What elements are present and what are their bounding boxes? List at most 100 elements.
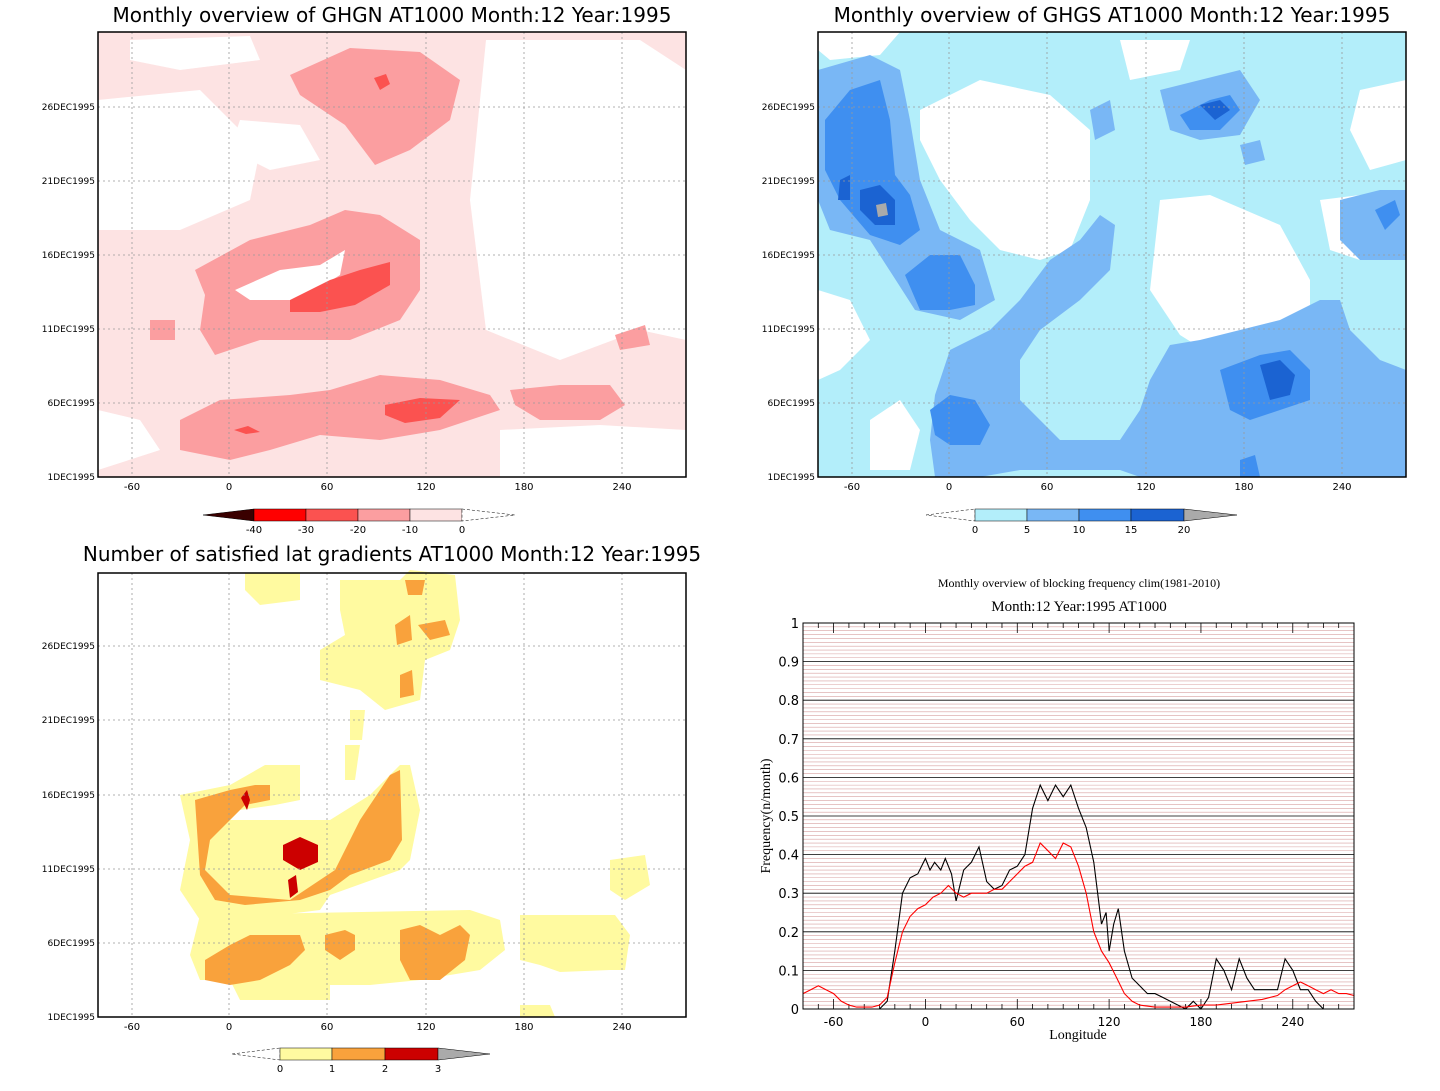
lat-gradient-colorbar: 0 1 2 3 bbox=[231, 1047, 491, 1075]
svg-text:0: 0 bbox=[226, 482, 232, 493]
svg-text:60: 60 bbox=[321, 1022, 334, 1033]
svg-text:0: 0 bbox=[277, 1064, 283, 1075]
svg-text:-60: -60 bbox=[124, 482, 140, 493]
svg-text:240: 240 bbox=[612, 482, 631, 493]
freq-y-tick-label: 1 bbox=[791, 617, 799, 632]
freq-y-tick-labels: 0 0.1 0.2 0.3 0.4 0.5 0.6 0.7 0.8 0.9 1 bbox=[778, 617, 799, 1018]
svg-text:180: 180 bbox=[514, 1022, 533, 1033]
svg-text:180: 180 bbox=[514, 482, 533, 493]
svg-text:11DEC1995: 11DEC1995 bbox=[42, 325, 95, 335]
freq-y-tick-label: 0.4 bbox=[778, 849, 799, 864]
svg-text:-30: -30 bbox=[298, 525, 314, 536]
freq-x-tick-label: 180 bbox=[1189, 1015, 1212, 1029]
svg-text:15: 15 bbox=[1125, 525, 1138, 536]
freq-y-tick-label: 0.9 bbox=[778, 656, 799, 671]
svg-text:0: 0 bbox=[972, 525, 978, 536]
svg-text:240: 240 bbox=[612, 1022, 631, 1033]
svg-text:2: 2 bbox=[382, 1064, 388, 1075]
ghgs-title: Monthly overview of GHGS AT1000 Month:12… bbox=[834, 3, 1391, 27]
freq-xlabel: Longitude bbox=[1049, 1028, 1107, 1043]
freq-series-line-1 bbox=[802, 842, 1355, 1008]
freq-axis-ticks bbox=[802, 623, 1355, 1009]
ghgn-frame bbox=[97, 31, 687, 478]
ghgs-frame bbox=[817, 31, 1407, 478]
svg-text:16DEC1995: 16DEC1995 bbox=[42, 251, 95, 261]
freq-x-tick-labels: -60 0 60 120 180 240 bbox=[824, 1015, 1304, 1029]
svg-text:1DEC1995: 1DEC1995 bbox=[47, 473, 95, 483]
freq-y-tick-label: 0.8 bbox=[778, 694, 799, 709]
svg-text:21DEC1995: 21DEC1995 bbox=[42, 177, 95, 187]
freq-y-tick-label: 0.6 bbox=[778, 771, 799, 786]
freq-y-tick-label: 0.3 bbox=[778, 887, 799, 902]
freq-series-line-0 bbox=[879, 783, 1324, 1010]
svg-text:60: 60 bbox=[1041, 482, 1054, 493]
ghgn-x-axis: -60 0 60 120 180 240 bbox=[124, 482, 632, 493]
ghgs-y-axis: 1DEC1995 6DEC1995 11DEC1995 16DEC1995 21… bbox=[762, 103, 815, 483]
ghgn-y-axis: 1DEC1995 6DEC1995 11DEC1995 16DEC1995 21… bbox=[42, 103, 95, 483]
svg-text:-40: -40 bbox=[246, 525, 262, 536]
svg-text:1DEC1995: 1DEC1995 bbox=[47, 1013, 95, 1023]
blocking-frequency-chart: Monthly overview of blocking frequency c… bbox=[759, 576, 1355, 1043]
svg-text:20: 20 bbox=[1178, 525, 1191, 536]
lat-gradient-x-axis: -60 0 60 120 180 240 bbox=[124, 1022, 632, 1033]
ghgs-contour-level-20 bbox=[876, 203, 888, 217]
svg-text:0: 0 bbox=[946, 482, 952, 493]
svg-text:0: 0 bbox=[459, 525, 465, 536]
svg-text:-60: -60 bbox=[844, 482, 860, 493]
ghgs-x-axis: -60 0 60 120 180 240 bbox=[844, 482, 1352, 493]
svg-text:1: 1 bbox=[329, 1064, 335, 1075]
ghgs-colorbar: 0 5 10 15 20 bbox=[925, 508, 1238, 536]
freq-series bbox=[802, 783, 1355, 1010]
svg-text:10: 10 bbox=[1073, 525, 1086, 536]
freq-x-tick-label: 0 bbox=[922, 1015, 930, 1029]
lat-gradient-grid bbox=[98, 573, 686, 1017]
freq-x-tick-label: 240 bbox=[1281, 1015, 1304, 1029]
svg-text:-20: -20 bbox=[350, 525, 366, 536]
svg-text:-60: -60 bbox=[124, 1022, 140, 1033]
svg-text:11DEC1995: 11DEC1995 bbox=[42, 865, 95, 875]
freq-ylabel: Frequency(n/month) bbox=[759, 758, 774, 873]
svg-text:120: 120 bbox=[416, 1022, 435, 1033]
freq-y-tick-label: 0.5 bbox=[778, 810, 799, 825]
freq-chart-title: Monthly overview of blocking frequency c… bbox=[938, 576, 1220, 590]
svg-text:16DEC1995: 16DEC1995 bbox=[762, 251, 815, 261]
freq-hgrid bbox=[803, 626, 1354, 1006]
ghgn-plot-area bbox=[98, 32, 686, 477]
freq-chart-subtitle: Month:12 Year:1995 AT1000 bbox=[991, 599, 1166, 615]
lat-gradient-y-axis: 1DEC1995 6DEC1995 11DEC1995 16DEC1995 21… bbox=[42, 642, 95, 1023]
svg-text:0: 0 bbox=[226, 1022, 232, 1033]
svg-text:26DEC1995: 26DEC1995 bbox=[42, 642, 95, 652]
lat-gradient-plot-area bbox=[98, 570, 686, 1017]
freq-x-tick-label: 120 bbox=[1098, 1015, 1121, 1029]
svg-text:26DEC1995: 26DEC1995 bbox=[42, 103, 95, 113]
lat-gradient-title: Number of satisfied lat gradients AT1000… bbox=[83, 542, 701, 566]
svg-text:21DEC1995: 21DEC1995 bbox=[42, 716, 95, 726]
ghgn-contour-level-10 bbox=[150, 48, 650, 460]
ghgs-plot-area bbox=[818, 32, 1406, 477]
svg-text:240: 240 bbox=[1332, 482, 1351, 493]
ghgn-panel: Monthly overview of GHGN AT1000 Month:12… bbox=[42, 3, 687, 536]
svg-text:5: 5 bbox=[1024, 525, 1030, 536]
ghgn-colorbar: -40 -30 -20 -10 0 bbox=[202, 508, 516, 536]
freq-x-tick-label: -60 bbox=[824, 1015, 844, 1029]
svg-text:-10: -10 bbox=[402, 525, 418, 536]
svg-text:1DEC1995: 1DEC1995 bbox=[767, 473, 815, 483]
svg-text:6DEC1995: 6DEC1995 bbox=[47, 399, 95, 409]
svg-text:21DEC1995: 21DEC1995 bbox=[762, 177, 815, 187]
freq-y-tick-label: 0 bbox=[791, 1003, 799, 1018]
svg-text:26DEC1995: 26DEC1995 bbox=[762, 103, 815, 113]
ghgs-grid bbox=[818, 32, 1406, 477]
svg-text:180: 180 bbox=[1234, 482, 1253, 493]
freq-y-tick-label: 0.7 bbox=[778, 733, 799, 748]
svg-text:60: 60 bbox=[321, 482, 334, 493]
svg-text:6DEC1995: 6DEC1995 bbox=[767, 399, 815, 409]
lat-gradient-panel: Number of satisfied lat gradients AT1000… bbox=[42, 542, 701, 1075]
svg-text:16DEC1995: 16DEC1995 bbox=[42, 791, 95, 801]
svg-text:3: 3 bbox=[435, 1064, 441, 1075]
ghgs-panel: Monthly overview of GHGS AT1000 Month:12… bbox=[762, 3, 1407, 536]
lat-gradient-frame bbox=[97, 572, 687, 1018]
svg-text:120: 120 bbox=[1136, 482, 1155, 493]
ghgn-white-gaps bbox=[98, 36, 686, 477]
freq-y-tick-label: 0.2 bbox=[778, 926, 799, 941]
freq-x-tick-label: 60 bbox=[1010, 1015, 1025, 1029]
